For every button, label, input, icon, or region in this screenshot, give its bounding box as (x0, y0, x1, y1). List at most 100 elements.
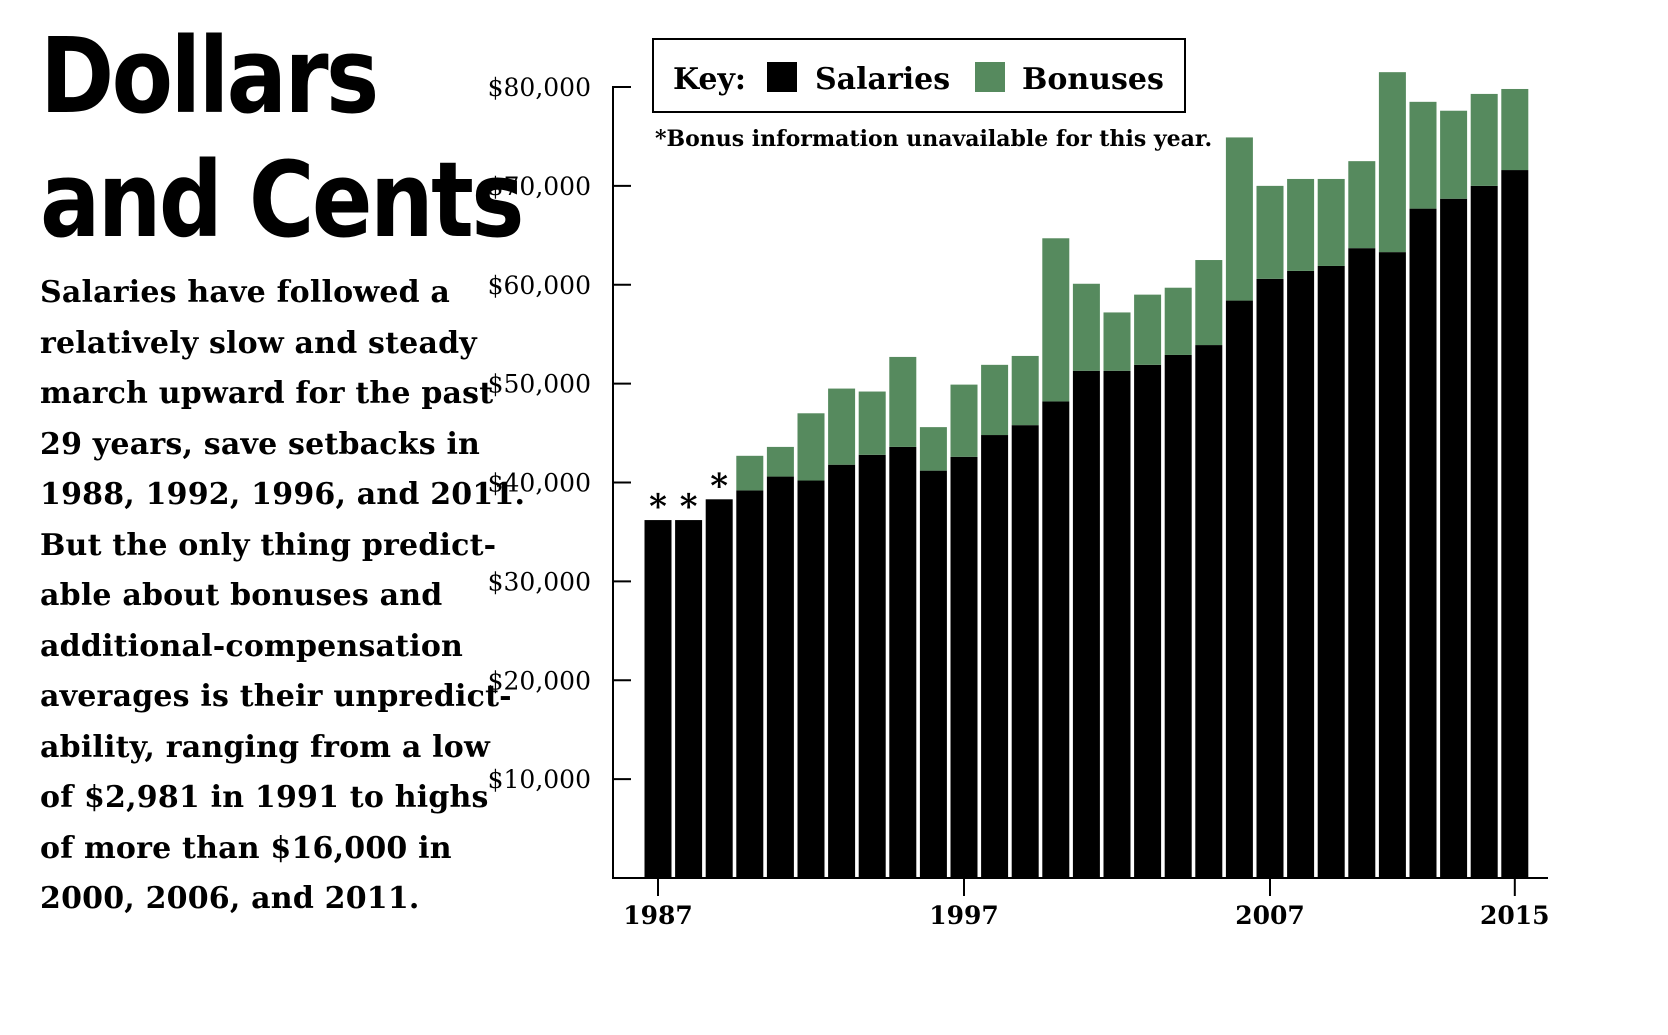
bar-bonus-1995 (889, 356, 917, 447)
x-axis-ticks: 1987 1997 2007 2015 (623, 878, 1550, 930)
bar-bonus-2010 (1348, 161, 1376, 249)
bar-bonus-1997 (950, 384, 978, 457)
bar-bonus-2000 (1042, 238, 1070, 402)
bar-bonus-1996 (919, 427, 947, 471)
bar-salary-2011 (1378, 252, 1406, 879)
summary-line: 2000, 2006, and 2011. (40, 881, 420, 916)
x-tick-label: 2015 (1480, 901, 1550, 930)
bar-salary-2001 (1072, 370, 1100, 878)
bar-salary-2005 (1195, 345, 1223, 879)
bar-salary-2004 (1164, 354, 1192, 878)
bar-salary-2000 (1042, 401, 1070, 878)
bar-bonus-2003 (1134, 294, 1162, 365)
bar-salary-2014 (1470, 185, 1498, 878)
x-tick-label: 2007 (1235, 901, 1305, 930)
bar-bonus-2001 (1072, 283, 1100, 371)
bar-salary-2012 (1409, 208, 1437, 878)
bar-bonus-2006 (1225, 137, 1253, 301)
bar-bonus-2007 (1256, 185, 1284, 279)
bar-salary-2015 (1501, 170, 1529, 878)
y-tick-label: $40,000 (488, 469, 591, 498)
asterisk-marker: * (649, 487, 667, 527)
summary-line: march upward for the past (40, 376, 494, 411)
bar-salary-1992 (797, 480, 825, 878)
y-tick-label: $60,000 (488, 271, 591, 300)
bar-bonus-2009 (1317, 178, 1345, 266)
bar-bonus-1992 (797, 413, 825, 481)
bar-salary-2007 (1256, 278, 1284, 878)
headline: Dollars and Cents (40, 14, 525, 262)
bars-layer (644, 72, 1529, 879)
bar-salary-2006 (1225, 300, 1253, 878)
bar-bonus-2015 (1501, 88, 1529, 171)
y-tick-label: $10,000 (488, 765, 591, 794)
bar-bonus-1993 (828, 388, 856, 465)
x-tick-label: 1997 (929, 901, 999, 930)
summary-line: 1988, 1992, 1996, and 2011. (40, 477, 526, 512)
footnote: *Bonus information unavailable for this … (655, 126, 1212, 152)
asterisk-marker: * (710, 466, 728, 506)
asterisk-marker: * (680, 487, 698, 527)
legend: Key: Salaries Bonuses (652, 38, 1186, 113)
summary-line: of more than $16,000 in (40, 830, 452, 866)
bar-salary-1990 (736, 490, 764, 878)
bar-bonus-2004 (1164, 287, 1192, 355)
bar-bonus-2008 (1287, 178, 1315, 271)
y-tick-label: $80,000 (488, 73, 591, 102)
bar-salary-2002 (1103, 370, 1131, 878)
summary-line: relatively slow and steady (40, 325, 477, 361)
bar-salary-1994 (858, 454, 886, 878)
legend-title: Key: (673, 62, 746, 97)
summary-line: ability, ranging from a low (40, 729, 490, 765)
summary-line: But the only thing predict- (40, 527, 497, 563)
summary-text: Salaries have followed a relatively slow… (40, 268, 526, 925)
bar-salary-1998 (981, 435, 1009, 878)
bar-salary-1999 (1011, 425, 1039, 878)
asterisk-markers: * * * (649, 466, 728, 527)
summary-line: averages is their unpredict- (40, 679, 512, 714)
bar-bonus-2012 (1409, 101, 1437, 209)
summary-line: of $2,981 in 1991 to highs (40, 780, 489, 815)
y-tick-label: $30,000 (488, 567, 591, 596)
bar-salary-1995 (889, 446, 917, 878)
bar-bonus-1998 (981, 364, 1009, 436)
y-axis-ticks: $10,000 $20,000 $30,000 $40,000 $50,000 $60,0… (488, 73, 631, 794)
bar-bonus-2002 (1103, 312, 1131, 371)
bar-bonus-2005 (1195, 260, 1223, 346)
bar-bonus-2013 (1440, 110, 1468, 199)
bar-salary-1993 (828, 464, 856, 878)
bar-salary-2008 (1287, 270, 1315, 879)
headline-line-2: and Cents (40, 139, 525, 261)
bar-bonus-1994 (858, 391, 886, 455)
bar-bonus-2011 (1378, 72, 1406, 253)
bar-salary-2003 (1134, 364, 1162, 878)
bar-bonus-2014 (1470, 93, 1498, 186)
legend-label-salaries: Salaries (815, 62, 950, 97)
bar-bonus-1999 (1011, 355, 1039, 426)
summary-line: 29 years, save setbacks in (40, 426, 481, 462)
summary-line: Salaries have followed a (40, 275, 451, 310)
bar-bonus-1991 (766, 446, 794, 477)
y-tick-label: $70,000 (488, 172, 591, 201)
y-tick-label: $50,000 (488, 370, 591, 399)
summary-line: able about bonuses and (40, 578, 443, 613)
x-tick-label: 1987 (623, 901, 693, 930)
headline-line-1: Dollars (40, 15, 379, 137)
bar-salary-2013 (1440, 198, 1468, 878)
bar-salary-1989 (705, 499, 733, 878)
legend-box (652, 38, 1186, 113)
summary-line: additional-compensation (40, 628, 464, 664)
legend-label-bonuses: Bonuses (1022, 62, 1164, 97)
bar-salary-1988 (675, 520, 703, 878)
bar-bonus-1990 (736, 455, 764, 491)
y-tick-label: $20,000 (488, 666, 591, 695)
bar-salary-2010 (1348, 248, 1376, 878)
bar-salary-2009 (1317, 265, 1345, 878)
legend-swatch-bonuses (975, 62, 1005, 92)
bar-salary-1987 (644, 520, 672, 878)
bar-salary-1996 (919, 470, 947, 878)
legend-swatch-salaries (767, 62, 797, 92)
bar-salary-1997 (950, 456, 978, 878)
bar-salary-1991 (766, 476, 794, 878)
